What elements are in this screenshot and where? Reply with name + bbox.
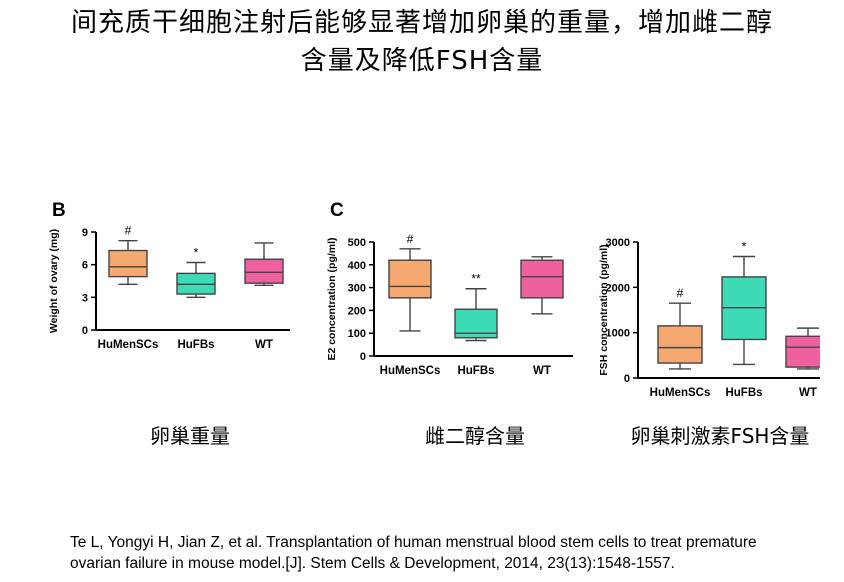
y-axis-label: Weight of ovary (mg) (48, 229, 60, 333)
box-HuMenSCs (388, 259, 432, 299)
y-tick-label: 100 (348, 328, 366, 340)
ovary-weight-chart: B 0 3 6 9 Weight of ovary (mg) # HuMenSCs * HuFBs… (48, 200, 290, 351)
significance-marker: # (677, 286, 684, 300)
significance-marker: * (194, 245, 199, 259)
citation-line2: ovarian failure in mouse model.[J]. Stem… (70, 555, 675, 572)
estradiol-chart: C 0 100 200 300 400 500 E2 concentration (pg/ml… (326, 200, 573, 377)
y-tick-label: 3000 (606, 237, 630, 249)
box-HuMenSCs (108, 249, 148, 278)
significance-marker: # (407, 232, 414, 246)
box-WT (520, 259, 564, 299)
caption-fsh: 卵巢刺激素FSH含量 (630, 424, 810, 448)
caption-estradiol: 雌二醇含量 (425, 424, 525, 448)
box-WT (244, 258, 284, 284)
y-tick-label: 200 (348, 305, 366, 317)
significance-marker: ** (471, 272, 481, 286)
slide-title-line2: 含量及降低FSH含量 (300, 46, 544, 76)
x-tick-label: WT (533, 365, 551, 377)
x-tick-label: WT (255, 339, 273, 351)
y-tick-label: 300 (348, 283, 366, 295)
x-tick-label: HuFBs (725, 387, 762, 399)
slide-title-line1: 间充质干细胞注射后能够显著增加卵巢的重量，增加雌二醇 (70, 8, 773, 38)
x-tick-label: HuMenSCs (650, 387, 711, 399)
y-tick-label: 500 (348, 237, 366, 249)
x-tick-label: HuFBs (177, 339, 214, 351)
y-tick-label: 0 (624, 373, 630, 385)
y-axis-label: E2 concentration (pg/ml) (326, 237, 338, 360)
y-tick-label: 6 (82, 260, 88, 272)
x-tick-label: HuMenSCs (380, 365, 441, 377)
y-tick-label: 3 (82, 292, 88, 304)
box-HuMenSCs (657, 325, 703, 364)
significance-marker: * (742, 240, 747, 254)
panel-label: C (330, 200, 344, 221)
y-tick-label: 1000 (606, 328, 630, 340)
significance-marker: # (125, 224, 132, 238)
box-WT (785, 335, 820, 368)
y-tick-label: 400 (348, 260, 366, 272)
x-tick-label: HuMenSCs (98, 339, 159, 351)
x-tick-label: HuFBs (457, 365, 494, 377)
y-axis-label: FSH concentration (pg/ml) (598, 244, 610, 375)
y-tick-label: 2000 (606, 282, 630, 294)
x-tick-label: WT (799, 387, 817, 399)
y-tick-label: 9 (82, 227, 88, 239)
y-tick-label: 0 (82, 325, 88, 337)
panel-label: B (52, 200, 66, 221)
caption-ovary-weight: 卵巢重量 (150, 424, 230, 448)
citation: Te L, Yongyi H, Jian Z, et al. Transplan… (70, 532, 840, 574)
citation-line1: Te L, Yongyi H, Jian Z, et al. Transplan… (70, 534, 757, 551)
y-tick-label: 0 (360, 351, 366, 363)
